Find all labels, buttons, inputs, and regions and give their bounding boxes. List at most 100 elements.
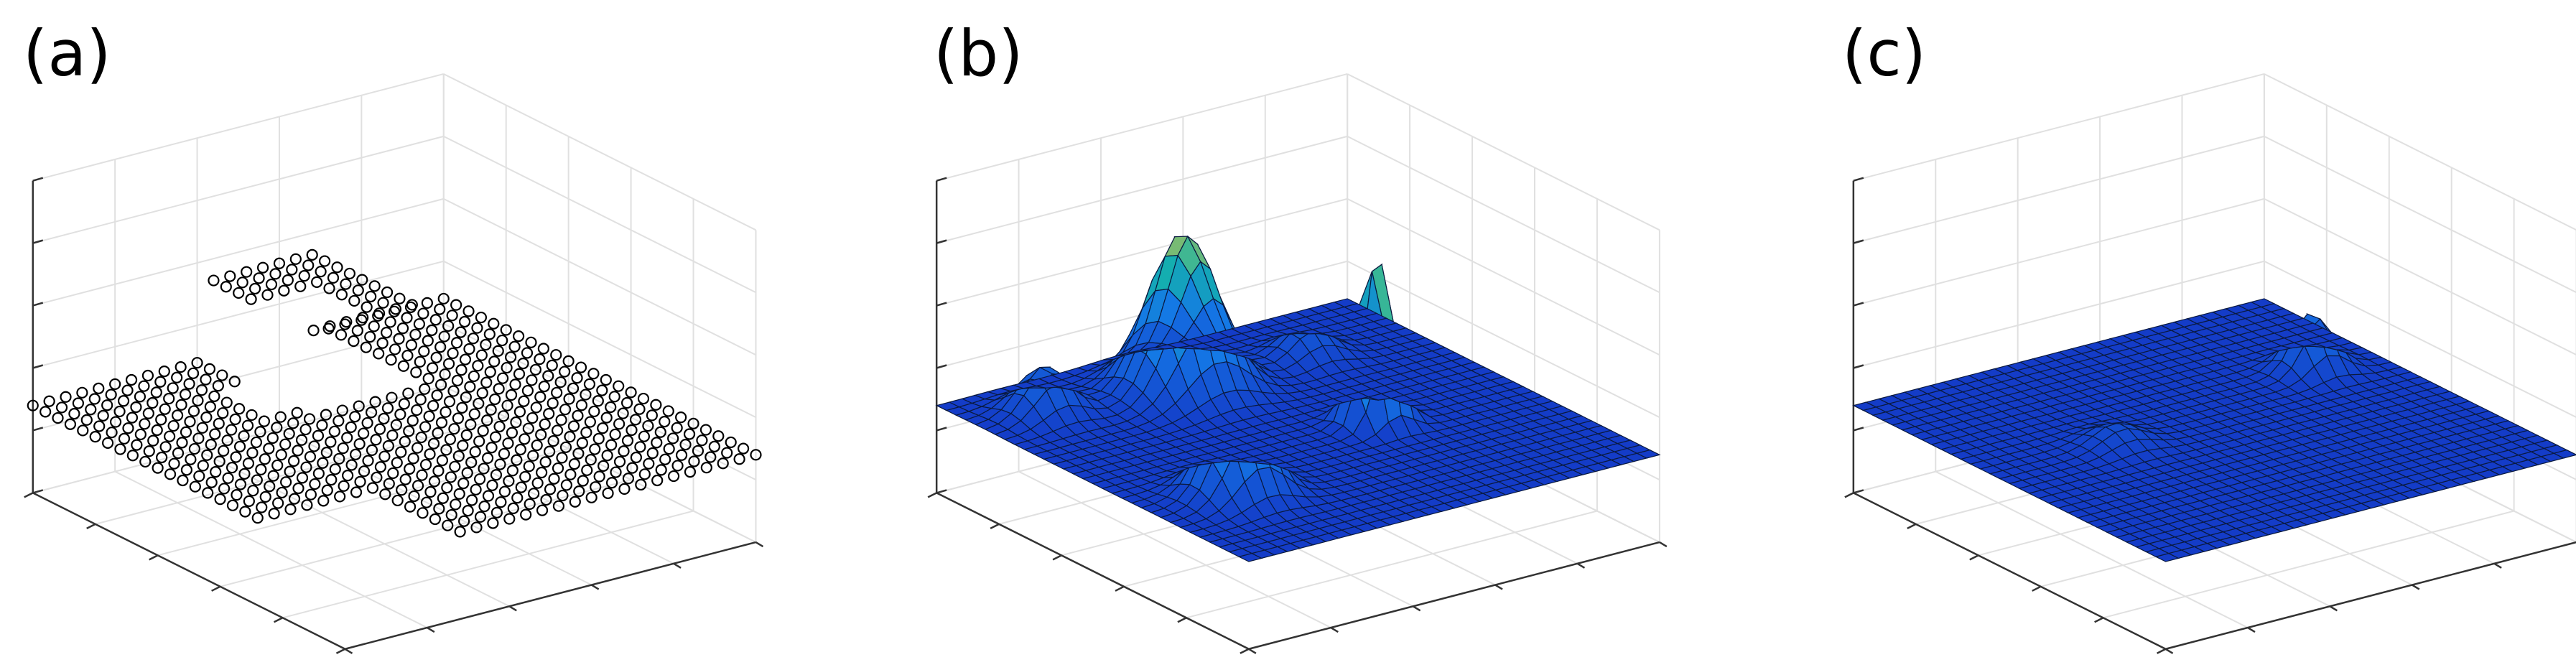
point: [456, 401, 468, 414]
grid-line: [220, 479, 631, 587]
point: [390, 419, 402, 431]
point: [605, 401, 617, 414]
point: [440, 406, 452, 418]
point: [518, 395, 530, 407]
point: [515, 481, 527, 493]
point: [163, 392, 175, 405]
point: [209, 428, 221, 440]
point: [593, 470, 605, 483]
point: [265, 278, 278, 291]
grid-line: [32, 73, 445, 182]
point: [231, 489, 243, 501]
point: [382, 439, 394, 452]
point: [427, 362, 439, 374]
point: [309, 478, 321, 490]
point: [139, 455, 152, 468]
point: [663, 442, 675, 455]
tick: [32, 427, 44, 432]
point: [445, 471, 457, 483]
point: [519, 433, 531, 445]
axis: [1852, 180, 2576, 651]
point: [213, 417, 225, 429]
tick: [344, 648, 353, 654]
point: [358, 465, 371, 478]
point: [464, 381, 476, 393]
point: [276, 486, 288, 499]
point: [450, 299, 462, 311]
point: [519, 470, 531, 483]
point: [230, 451, 242, 463]
point: [228, 376, 241, 388]
point: [340, 278, 352, 290]
grid-line: [157, 447, 569, 557]
tick: [1853, 239, 1864, 244]
point: [342, 470, 354, 482]
point: [378, 412, 390, 425]
point: [587, 368, 600, 380]
point: [217, 407, 229, 419]
point: [387, 467, 399, 480]
tick: [936, 364, 947, 369]
point: [394, 408, 406, 421]
point: [175, 399, 187, 411]
grid-line: [1853, 135, 2265, 244]
point: [438, 330, 450, 343]
point: [383, 478, 395, 490]
point: [259, 490, 271, 503]
point: [317, 457, 329, 469]
point: [460, 429, 473, 441]
point: [522, 422, 534, 434]
point: [55, 401, 68, 414]
point: [212, 380, 224, 392]
point: [52, 411, 64, 424]
point: [618, 445, 630, 457]
tick: [1853, 177, 1864, 182]
point: [573, 485, 585, 498]
point: [292, 445, 304, 457]
grid-line: [282, 510, 694, 619]
point: [221, 434, 233, 447]
point: [597, 460, 610, 472]
point: [651, 437, 663, 449]
point: [721, 447, 733, 459]
point: [528, 488, 540, 500]
point: [419, 421, 432, 433]
point: [377, 297, 389, 309]
point: [329, 463, 341, 475]
point: [473, 435, 485, 447]
point: [531, 477, 544, 489]
point: [414, 355, 426, 368]
tick: [2247, 626, 2256, 633]
point: [626, 462, 638, 474]
point: [486, 479, 498, 491]
point: [360, 341, 372, 353]
point: [304, 450, 317, 463]
point: [105, 388, 117, 401]
point: [403, 425, 415, 437]
point: [185, 453, 197, 465]
point: [391, 494, 404, 507]
point: [325, 473, 338, 486]
point: [322, 322, 335, 335]
point: [296, 472, 309, 484]
point: [463, 343, 475, 355]
point: [434, 378, 447, 391]
point: [401, 312, 413, 324]
point: [551, 386, 563, 399]
point: [440, 444, 452, 456]
point: [525, 336, 537, 348]
point: [196, 422, 208, 434]
point: [253, 272, 265, 284]
point: [246, 409, 258, 422]
tick: [1115, 585, 1125, 592]
axes-a: [24, 73, 764, 654]
point: [179, 388, 192, 401]
point: [366, 482, 379, 494]
point: [467, 332, 480, 345]
point: [417, 507, 429, 519]
point: [605, 477, 618, 489]
point: [350, 486, 363, 498]
point: [300, 461, 312, 473]
point: [259, 453, 271, 465]
point: [617, 407, 629, 419]
